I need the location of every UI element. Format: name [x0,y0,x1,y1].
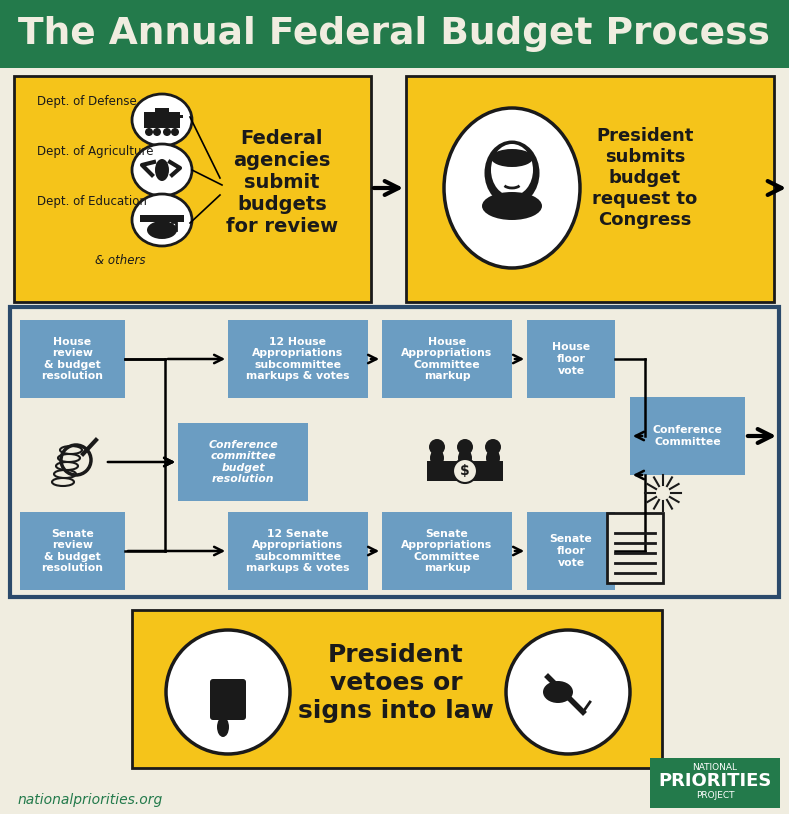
Bar [427,461,503,481]
Ellipse shape [155,159,169,181]
Text: Dept. of Agriculture: Dept. of Agriculture [37,145,154,157]
Ellipse shape [491,149,533,167]
Bar [0,0,789,68]
Text: Senate
review
& budget
resolution: Senate review & budget resolution [42,528,103,573]
Bar [14,76,371,302]
Ellipse shape [56,462,78,470]
Bar [20,512,125,590]
Ellipse shape [147,221,177,239]
Bar [10,307,779,597]
Ellipse shape [486,449,500,467]
Text: Senate
floor
vote: Senate floor vote [550,535,593,567]
Bar [382,320,512,398]
Circle shape [429,439,445,455]
Bar [218,690,243,710]
Bar [527,320,615,398]
Bar [140,215,184,222]
Ellipse shape [444,108,580,268]
Ellipse shape [482,192,542,220]
Circle shape [145,128,153,136]
Ellipse shape [491,144,533,196]
Bar [132,610,662,768]
Bar [406,76,774,302]
Ellipse shape [166,630,290,754]
Bar [607,513,663,583]
Ellipse shape [506,630,630,754]
Text: Dept. of Defense: Dept. of Defense [37,94,136,107]
Text: House
Appropriations
Committee
markup: House Appropriations Committee markup [402,337,492,382]
Ellipse shape [132,144,192,196]
Circle shape [457,439,473,455]
Text: Conference
Committee: Conference Committee [653,425,723,447]
Bar [228,320,368,398]
Text: President
submits
budget
request to
Congress: President submits budget request to Cong… [593,128,697,229]
Text: NATIONAL: NATIONAL [693,764,738,772]
Ellipse shape [54,470,76,478]
Bar [630,397,745,475]
Ellipse shape [217,717,229,737]
Ellipse shape [58,454,80,462]
Circle shape [485,439,501,455]
Circle shape [171,128,179,136]
Text: Federal
agencies
submit
budgets
for review: Federal agencies submit budgets for revi… [226,129,338,237]
Text: House
review
& budget
resolution: House review & budget resolution [42,337,103,382]
Ellipse shape [484,141,540,205]
Ellipse shape [60,446,82,454]
Ellipse shape [132,194,192,246]
Bar [527,512,615,590]
Bar [20,320,125,398]
Circle shape [163,128,171,136]
FancyBboxPatch shape [210,679,246,720]
Text: PRIORITIES: PRIORITIES [658,772,772,790]
Circle shape [153,128,161,136]
Text: Senate
Appropriations
Committee
markup: Senate Appropriations Committee markup [402,528,492,573]
Bar [178,423,308,501]
Ellipse shape [543,681,573,703]
Bar [228,512,368,590]
Bar [650,758,780,808]
Ellipse shape [52,478,74,486]
Text: 12 Senate
Appropriations
subcommittee
markups & votes: 12 Senate Appropriations subcommittee ma… [246,528,350,573]
Text: President
vetoes or
signs into law: President vetoes or signs into law [298,643,494,723]
Circle shape [453,459,477,483]
Text: nationalpriorities.org: nationalpriorities.org [17,793,163,807]
Text: $: $ [460,464,470,478]
Text: 12 House
Appropriations
subcommittee
markups & votes: 12 House Appropriations subcommittee mar… [246,337,350,382]
Text: Conference
committee
budget
resolution: Conference committee budget resolution [208,440,278,484]
Text: House
floor
vote: House floor vote [552,343,590,375]
Bar [155,108,169,118]
Text: Dept. of Education: Dept. of Education [37,195,147,208]
Ellipse shape [458,449,472,467]
Bar [210,685,246,710]
Bar [382,512,512,590]
Text: The Annual Federal Budget Process: The Annual Federal Budget Process [18,16,770,52]
Bar [169,115,183,118]
Text: & others: & others [95,253,145,266]
Ellipse shape [430,449,444,467]
Ellipse shape [132,94,192,146]
Text: PROJECT: PROJECT [696,791,735,800]
Bar [144,112,180,128]
